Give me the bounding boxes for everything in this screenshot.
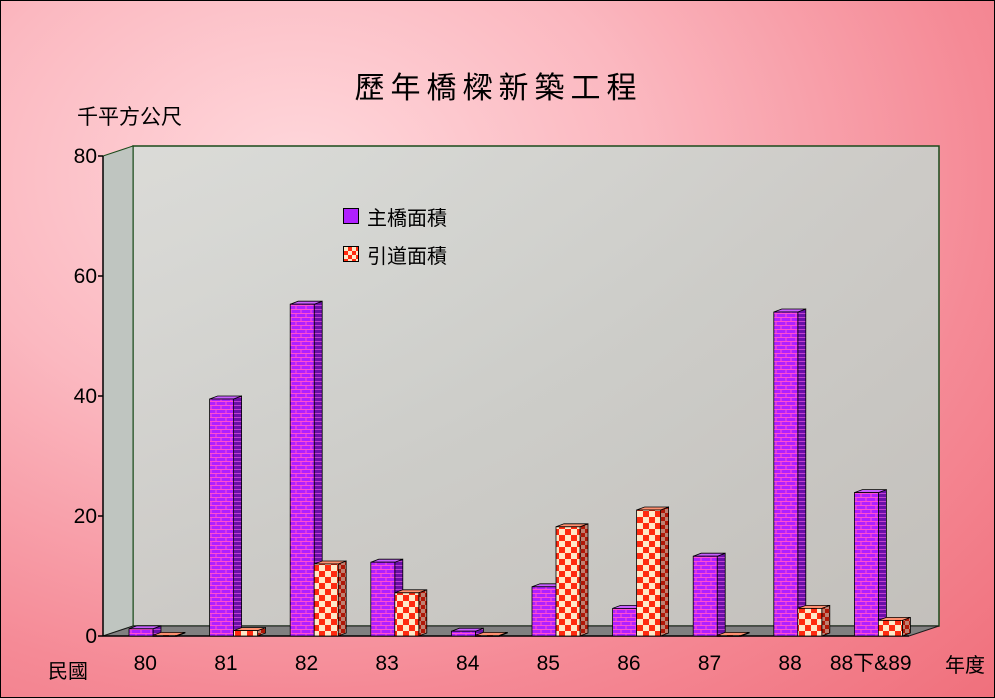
bar-approach-side xyxy=(418,589,428,637)
bar-main-bridge-side xyxy=(797,308,807,637)
bar-main-bridge xyxy=(128,628,154,637)
bar-main-bridge xyxy=(289,303,315,637)
bar-main-bridge-side xyxy=(878,489,887,637)
y-axis-label: 千平方公尺 xyxy=(77,105,182,129)
x-tick-label: 81 xyxy=(214,652,237,675)
legend-label-main-bridge: 主橋面積 xyxy=(367,205,447,230)
x-tick-label: 84 xyxy=(456,652,480,675)
x-tick-label: 88下&89 xyxy=(830,652,912,675)
y-tick-label: 40 xyxy=(74,385,97,408)
bar-approach xyxy=(152,635,178,637)
bar-approach xyxy=(233,630,259,637)
x-axis-label-right: 年度 xyxy=(945,653,985,677)
bar-approach xyxy=(716,635,742,637)
chart-title: 歷年橋樑新築工程 xyxy=(354,71,643,106)
bar-approach xyxy=(394,592,420,637)
legend-swatch-main-bridge xyxy=(343,208,359,224)
bar-main-bridge xyxy=(531,586,557,637)
bar-main-bridge-side xyxy=(716,552,726,637)
legend-label-approach: 引道面積 xyxy=(367,243,447,268)
legend: 主橋面積 引道面積 xyxy=(343,201,447,277)
bar-main-bridge xyxy=(773,311,799,637)
bar-main-bridge xyxy=(854,492,879,637)
bar-approach-side xyxy=(337,560,347,637)
bar-approach xyxy=(474,635,500,637)
x-tick-label: 87 xyxy=(698,652,721,675)
x-tick-label: 82 xyxy=(295,652,318,675)
x-axis-label-left: 民國 xyxy=(48,659,88,683)
x-tick-label: 83 xyxy=(375,652,398,675)
bar-main-bridge xyxy=(209,398,235,637)
bar-approach xyxy=(313,563,339,637)
y-tick-label: 20 xyxy=(74,505,97,528)
bar-approach-side xyxy=(660,506,669,637)
left-wall xyxy=(102,145,134,637)
y-tick-label: 0 xyxy=(85,625,97,648)
y-tick-label: 80 xyxy=(74,145,97,168)
bar-approach-side xyxy=(821,604,831,637)
bar-approach-side xyxy=(579,523,589,637)
bar-approach xyxy=(797,608,823,637)
bar-main-bridge xyxy=(370,561,396,637)
back-wall xyxy=(132,145,940,627)
bar-approach xyxy=(878,620,903,637)
bar-approach xyxy=(636,509,661,637)
legend-swatch-approach xyxy=(343,246,359,262)
bar-main-bridge xyxy=(450,630,476,637)
bar-main-bridge xyxy=(612,608,637,637)
bar-main-bridge xyxy=(692,555,718,637)
legend-item-main-bridge: 主橋面積 xyxy=(343,201,447,231)
x-tick-label: 80 xyxy=(134,652,157,675)
y-tick-label: 60 xyxy=(74,265,97,288)
x-tick-label: 88 xyxy=(778,652,801,675)
x-tick-label: 86 xyxy=(617,652,640,675)
bar-main-bridge-side xyxy=(233,395,243,637)
x-tick-label: 85 xyxy=(537,652,560,675)
bar-approach xyxy=(555,526,581,637)
legend-item-approach: 引道面積 xyxy=(343,239,447,269)
